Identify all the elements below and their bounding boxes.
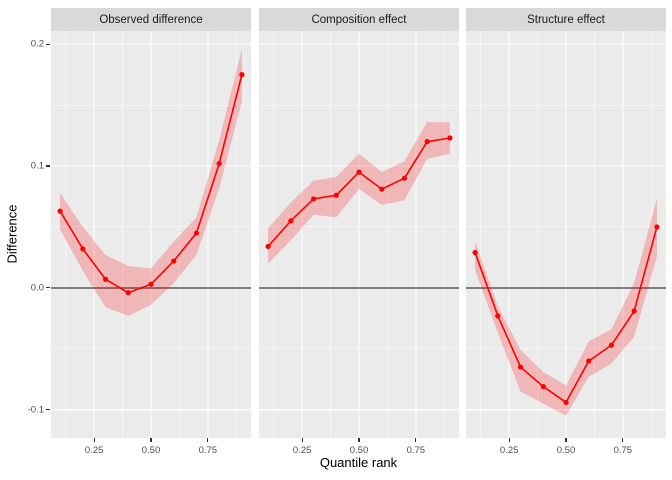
data-point: [495, 313, 501, 319]
data-point: [424, 139, 430, 145]
x-tick-mark: [565, 438, 567, 442]
facet-panel-observed-difference: Observed difference 0.25 0.50 0.75: [51, 8, 251, 468]
y-tick-mark: [46, 409, 50, 411]
data-point: [517, 364, 524, 370]
data-point: [148, 281, 154, 287]
data-point: [447, 135, 453, 141]
x-tick-label: 0.75: [406, 445, 426, 456]
data-point: [401, 175, 408, 181]
confidence-ribbon: [268, 122, 450, 264]
x-tick-label: 0.50: [141, 445, 161, 456]
facet-panel-composition-effect: Composition effect 0.25 0.50 0.75: [259, 8, 459, 468]
x-tick-mark: [150, 438, 152, 442]
confidence-ribbon: [475, 198, 657, 416]
data-point: [239, 72, 245, 78]
y-tick-mark: [46, 43, 50, 45]
data-point: [193, 230, 200, 236]
plot-area: [51, 31, 251, 438]
data-point: [563, 399, 569, 406]
data-point: [586, 358, 592, 364]
y-tick-mark: [46, 287, 50, 289]
data-point: [216, 160, 222, 167]
data-point: [288, 218, 294, 224]
data-point: [310, 196, 317, 202]
data-point: [472, 249, 478, 256]
y-tick-label: 0.0: [30, 282, 44, 294]
x-tick-mark: [622, 438, 624, 442]
facet-strip-label: Composition effect: [311, 13, 407, 26]
data-point: [265, 243, 271, 250]
x-tick-mark: [415, 438, 417, 442]
confidence-ribbon: [60, 49, 242, 316]
x-axis-title: Quantile rank: [319, 455, 398, 470]
facet-strip-label: Structure effect: [527, 13, 605, 26]
data-point: [171, 258, 177, 264]
x-tick-label: 0.50: [349, 445, 369, 456]
data-point: [80, 246, 86, 252]
data-point: [125, 290, 131, 296]
x-tick-label: 0.25: [84, 445, 104, 456]
data-point: [102, 276, 109, 282]
x-tick-label: 0.50: [556, 445, 576, 456]
plot-area: [259, 31, 459, 438]
data-point: [379, 186, 385, 192]
plot-area: [466, 31, 666, 438]
data-point: [631, 308, 637, 314]
x-tick-mark: [93, 438, 95, 442]
data-point: [540, 383, 546, 390]
data-point: [654, 224, 660, 230]
data-point: [356, 169, 362, 175]
data-point: [57, 208, 63, 214]
y-tick-mark: [46, 165, 50, 167]
x-tick-mark: [207, 438, 209, 442]
y-tick-label: 0.2: [30, 38, 44, 50]
x-tick-mark: [301, 438, 303, 442]
y-tick-label: -0.1: [27, 404, 44, 416]
y-axis: -0.1 0.0 0.1 0.2: [0, 31, 51, 438]
x-tick-label: 0.25: [292, 445, 312, 456]
x-tick-mark: [358, 438, 360, 442]
data-point: [333, 192, 339, 198]
x-tick-mark: [508, 438, 510, 442]
facet-panel-structure-effect: Structure effect 0.25 0.50 0.75: [466, 8, 666, 468]
x-tick-label: 0.75: [198, 445, 218, 456]
facet-strip: Structure effect: [466, 8, 666, 31]
facet-strip: Composition effect: [259, 8, 459, 31]
y-tick-label: 0.1: [30, 160, 44, 172]
facet-strip: Observed difference: [51, 8, 251, 31]
x-tick-label: 0.75: [613, 445, 633, 456]
x-tick-label: 0.25: [499, 445, 519, 456]
facet-strip-label: Observed difference: [99, 13, 203, 26]
data-point: [608, 342, 615, 348]
